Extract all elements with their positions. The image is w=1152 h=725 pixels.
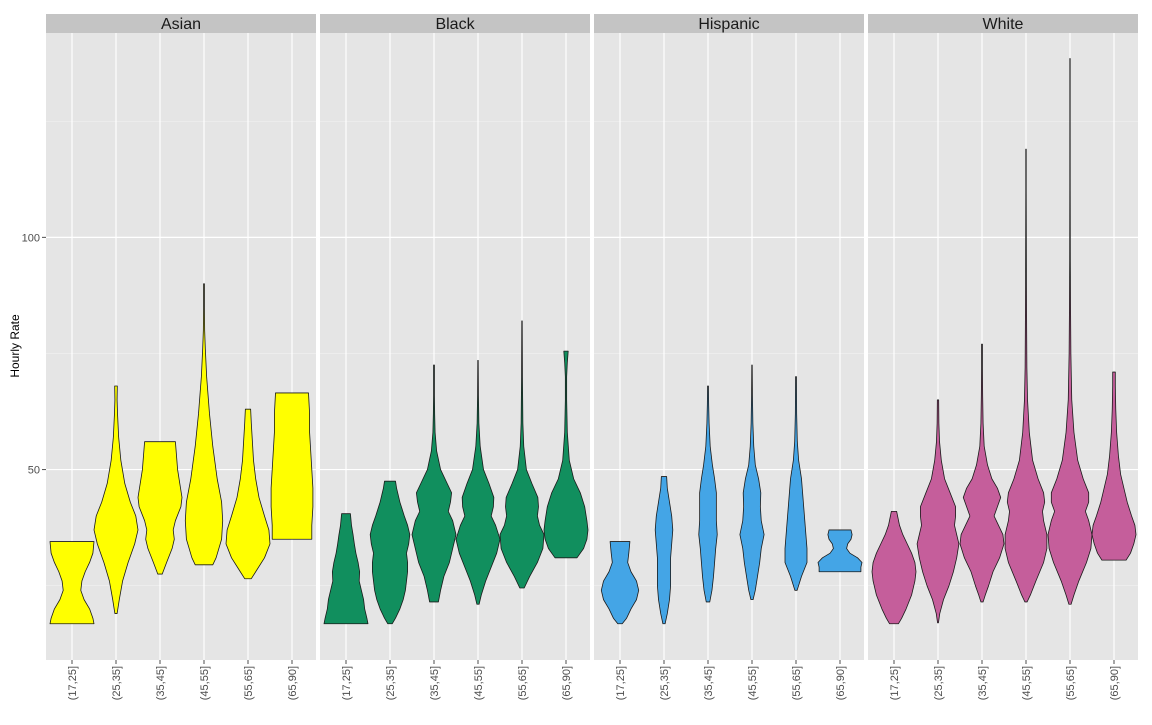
x-tick-label: (17,25] — [341, 666, 353, 700]
x-tick-label: (55,65] — [243, 666, 255, 700]
violin-black-0 — [323, 513, 369, 625]
x-tick-label: (55,65] — [517, 666, 529, 700]
panel-black: Black (17,25] (25,35] (35,45] (45,55] (55,65]… — [320, 14, 590, 700]
facet-label: Hispanic — [698, 16, 759, 33]
x-tick-label: (65,90] — [287, 666, 299, 700]
violin-black-4 — [499, 320, 545, 589]
violin-hispanic-0 — [600, 541, 640, 625]
x-tick-label: (45,55] — [473, 666, 485, 700]
facet-label: White — [983, 16, 1024, 33]
panel-background — [594, 33, 864, 660]
x-tick-label: (65,90] — [835, 666, 847, 700]
x-tick-label: (35,45] — [977, 666, 989, 700]
violin-white-0 — [871, 510, 917, 625]
violin-asian-2 — [137, 441, 183, 575]
violin-white-4 — [1047, 58, 1093, 605]
violin-white-5 — [1091, 371, 1137, 561]
panel-hispanic: Hispanic (17,25] (25,35] (35,45] (45,55] (55,… — [594, 14, 864, 700]
violin-black-5 — [543, 350, 589, 559]
x-tick-label: (65,90] — [561, 666, 573, 700]
violin-hispanic-3 — [739, 364, 765, 601]
x-tick-label: (35,45] — [703, 666, 715, 700]
panel-asian: Asian (17,25] (25,35] (35,45] (45,55] (55,65]… — [46, 14, 316, 700]
violin-asian-0 — [49, 541, 95, 625]
violin-black-2 — [411, 364, 457, 603]
x-tick-label: (25,35] — [111, 666, 123, 700]
x-tick-label: (35,45] — [155, 666, 167, 700]
y-axis-title: Hourly Rate — [8, 314, 22, 378]
violin-white-2 — [959, 343, 1005, 603]
facet-label: Asian — [161, 16, 201, 33]
x-tick-label: (25,35] — [385, 666, 397, 700]
panel-background — [868, 33, 1138, 660]
panel-background — [320, 33, 590, 660]
y-tick-label: 100 — [22, 232, 40, 244]
x-tick-label: (35,45] — [429, 666, 441, 700]
x-tick-label: (25,35] — [933, 666, 945, 700]
x-tick-label: (45,55] — [199, 666, 211, 700]
violin-hispanic-4 — [784, 376, 808, 591]
panel-white: White (17,25] (25,35] (35,45] (45,55] (55,65]… — [868, 14, 1138, 700]
violin-hispanic-1 — [654, 476, 674, 625]
facet-strip — [320, 14, 590, 33]
x-tick-label: (17,25] — [615, 666, 627, 700]
x-tick-label: (65,90] — [1109, 666, 1121, 700]
violin-black-1 — [369, 480, 411, 625]
x-tick-label: (55,65] — [1065, 666, 1077, 700]
x-tick-label: (17,25] — [889, 666, 901, 700]
violin-asian-3 — [184, 283, 224, 566]
violin-white-1 — [916, 399, 960, 624]
x-tick-label: (45,55] — [1021, 666, 1033, 700]
violin-hispanic-5 — [817, 529, 863, 573]
facet-strip — [594, 14, 864, 33]
y-tick-label: 50 — [28, 465, 40, 477]
x-tick-label: (25,35] — [659, 666, 671, 700]
facet-label: Black — [435, 16, 475, 33]
y-axis: 50 100 — [22, 232, 46, 477]
facet-strip — [868, 14, 1138, 33]
facet-strip — [46, 14, 316, 33]
violin-asian-1 — [93, 385, 139, 614]
violin-black-3 — [455, 360, 501, 605]
x-tick-label: (55,65] — [791, 666, 803, 700]
violin-white-3 — [1004, 148, 1048, 603]
violin-asian-5 — [270, 392, 314, 540]
panels-layer: Asian (17,25] (25,35] (35,45] (45,55] (55,65]… — [46, 14, 1138, 700]
violin-asian-4 — [225, 408, 271, 580]
x-tick-label: (17,25] — [67, 666, 79, 700]
x-tick-label: (45,55] — [747, 666, 759, 700]
violin-hispanic-2 — [698, 385, 718, 603]
